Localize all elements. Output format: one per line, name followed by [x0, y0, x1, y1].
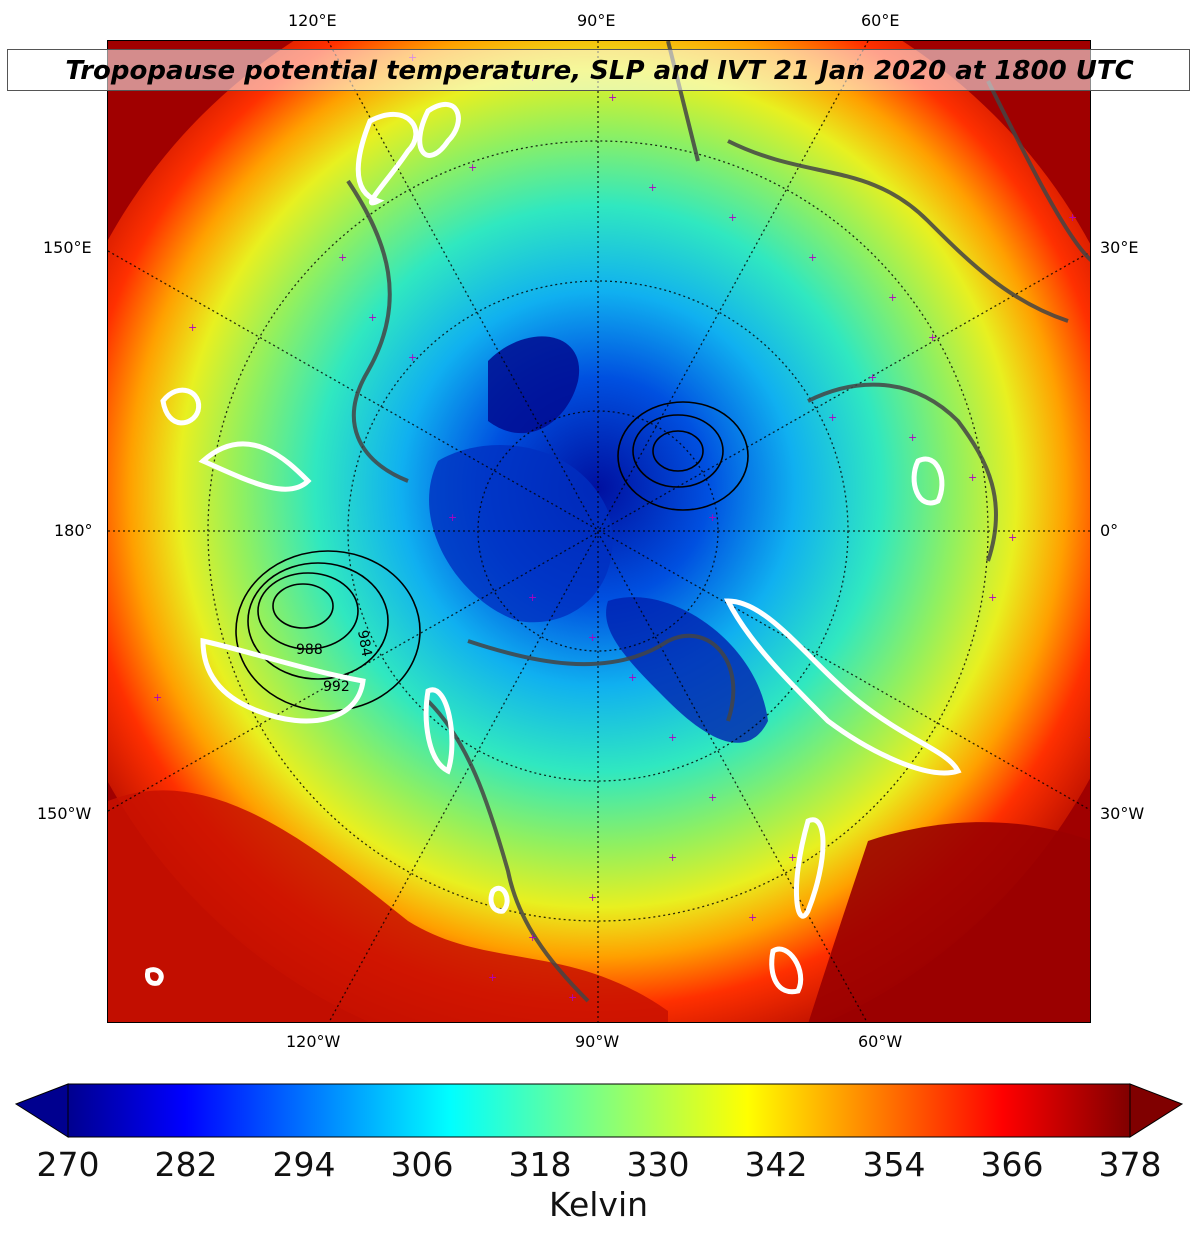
cold-pool-center [429, 445, 613, 623]
svg-text:+: + [468, 161, 477, 174]
svg-text:+: + [708, 791, 717, 804]
svg-text:+: + [408, 351, 417, 364]
svg-text:+: + [968, 471, 977, 484]
svg-text:+: + [928, 331, 937, 344]
svg-text:+: + [828, 411, 837, 424]
slp-label: 984 [354, 629, 374, 658]
lon-label-bottom: 60°W [858, 1032, 903, 1051]
map-panel: 988 992 984 + + + + + + + + + + + + + + + + + + + + + [107, 40, 1091, 1023]
colorbar-tick-label: 330 [626, 1145, 690, 1184]
svg-text:+: + [988, 591, 997, 604]
svg-text:+: + [528, 591, 537, 604]
slp-contours [235, 401, 749, 712]
graticule [108, 41, 1090, 1022]
svg-text:+: + [668, 851, 677, 864]
lon-label-top: 60°E [861, 11, 900, 30]
svg-text:+: + [668, 731, 677, 744]
svg-text:+: + [153, 691, 162, 704]
colorbar-tick-label: 270 [36, 1145, 100, 1184]
warm-intrusion-se [808, 822, 1090, 1022]
map-title: Tropopause potential temperature, SLP an… [65, 56, 1134, 86]
lon-label-left: 150°W [37, 804, 92, 823]
svg-text:+: + [1088, 731, 1091, 744]
lon-label-bottom: 120°W [286, 1032, 341, 1051]
slp-label: 992 [323, 679, 350, 695]
svg-text:+: + [588, 631, 597, 644]
title-box: Tropopause potential temperature, SLP an… [7, 49, 1190, 91]
lon-label-right: 0° [1100, 521, 1119, 540]
svg-text:+: + [448, 511, 457, 524]
svg-text:+: + [1068, 211, 1077, 224]
colorbar-tick-label: 294 [272, 1145, 336, 1184]
tropopause-theta-map: 988 992 984 + + + + + + + + + + + + + + + + + + + + + [108, 41, 1091, 1022]
lon-label-right: 30°E [1100, 238, 1139, 257]
slp-label: 988 [296, 642, 323, 658]
colorbar-tick-label: 318 [508, 1145, 572, 1184]
svg-text:+: + [338, 251, 347, 264]
colorbar-extend-min [14, 1083, 69, 1138]
svg-text:+: + [628, 671, 637, 684]
svg-text:+: + [488, 971, 497, 984]
colorbar-tick-label: 342 [744, 1145, 808, 1184]
colorbar-tick-label: 306 [390, 1145, 454, 1184]
svg-text:+: + [748, 911, 757, 924]
svg-text:+: + [708, 511, 717, 524]
svg-text:+: + [728, 211, 737, 224]
svg-text:+: + [188, 321, 197, 334]
svg-text:+: + [808, 251, 817, 264]
ivt-contours [145, 102, 962, 995]
lon-label-left: 180° [54, 521, 93, 540]
svg-text:+: + [648, 181, 657, 194]
svg-text:+: + [788, 851, 797, 864]
svg-text:+: + [1008, 531, 1017, 544]
lon-label-bottom: 90°W [575, 1032, 620, 1051]
svg-text:+: + [588, 891, 597, 904]
svg-text:+: + [568, 991, 577, 1004]
colorbar-body [67, 1083, 1131, 1138]
warm-intrusion-sw [108, 790, 668, 1022]
colorbar-tick-label: 366 [980, 1145, 1044, 1184]
colorbar-tick-label: 354 [862, 1145, 926, 1184]
lon-label-right: 30°W [1100, 804, 1145, 823]
colorbar-extend-max [1129, 1083, 1184, 1138]
cold-pool-east [606, 597, 768, 743]
svg-text:+: + [608, 91, 617, 104]
lon-label-top: 90°E [577, 11, 616, 30]
svg-text:+: + [528, 931, 537, 944]
lon-label-top: 120°E [288, 11, 337, 30]
svg-text:+: + [868, 371, 877, 384]
svg-text:+: + [888, 291, 897, 304]
colorbar-tick-label: 378 [1098, 1145, 1162, 1184]
colorbar-label: Kelvin [548, 1185, 649, 1224]
lon-label-left: 150°E [43, 238, 92, 257]
svg-text:+: + [368, 311, 377, 324]
cold-pool-north [488, 336, 580, 434]
colorbar [14, 1083, 1184, 1138]
colorbar-tick-label: 282 [154, 1145, 218, 1184]
svg-text:+: + [908, 431, 917, 444]
